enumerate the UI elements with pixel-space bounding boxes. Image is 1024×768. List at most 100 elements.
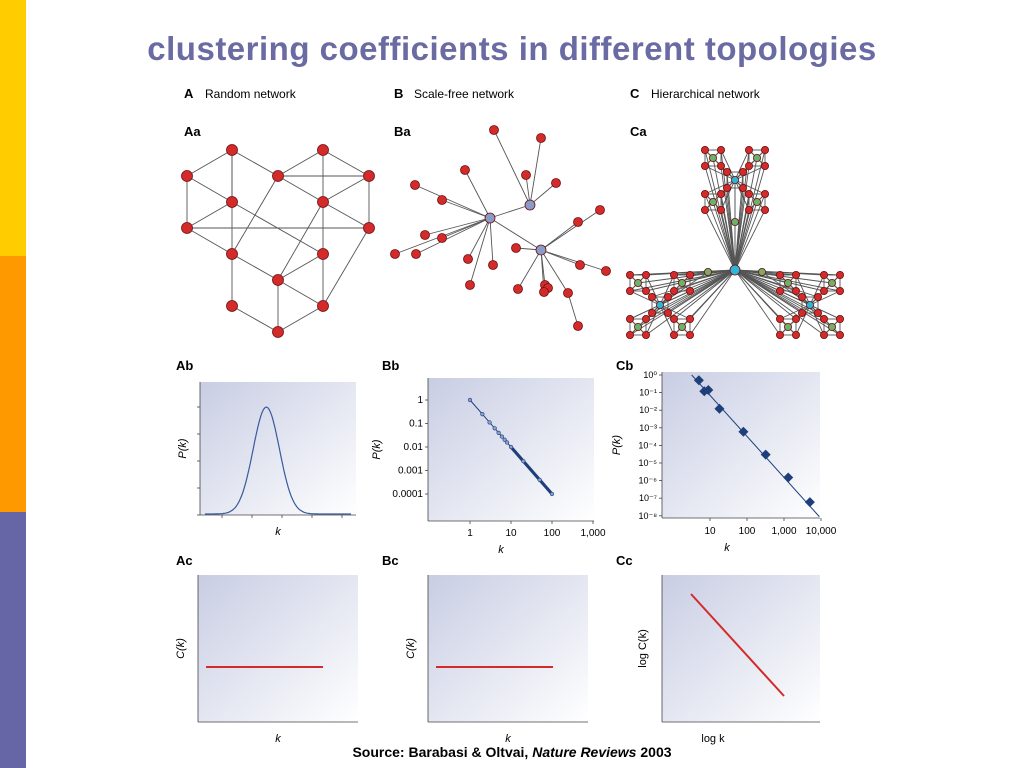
hier-edge: [720, 193, 736, 271]
Ac-xlabel: k: [275, 733, 281, 745]
scalefree-node: [513, 284, 523, 294]
Bb-ytick-label: 0.01: [404, 442, 424, 453]
hier-edge: [795, 274, 811, 306]
hier-node: [701, 162, 710, 171]
scalefree-node: [420, 230, 430, 240]
scalefree-edge: [415, 217, 491, 255]
hier-edge: [629, 269, 736, 320]
hier-node: [761, 206, 770, 215]
Bb-point: [537, 477, 542, 482]
hier-node: [717, 162, 726, 171]
random-edge: [277, 253, 324, 281]
hier-node: [686, 270, 695, 279]
hier-node: [836, 270, 845, 279]
Bb-xtick-label: 1: [467, 528, 473, 539]
Bb-point: [492, 426, 497, 431]
Bb-ytick-label: 0.1: [409, 419, 423, 430]
random-node: [317, 144, 329, 156]
random-edge: [277, 279, 324, 307]
hier-node: [828, 278, 837, 287]
random-edge: [186, 175, 233, 203]
hier-node: [820, 286, 829, 295]
scalefree-edge: [414, 184, 491, 219]
random-edges: [186, 149, 370, 333]
label-Ab: Ab: [176, 358, 193, 373]
chart-Bc: k C(k): [405, 575, 588, 745]
scalefree-node: [539, 287, 549, 297]
scalefree-edge: [489, 204, 531, 219]
hier-node: [836, 286, 845, 295]
hier-node: [701, 190, 710, 199]
Cb-point: [703, 385, 714, 396]
hier-node: [784, 322, 793, 331]
hier-edge: [689, 269, 736, 336]
Bb-point: [521, 459, 526, 464]
hier-node: [820, 330, 829, 339]
Bb-ytick-label: 1: [417, 395, 423, 406]
random-node: [226, 196, 238, 208]
random-edge: [322, 227, 370, 307]
hier-node: [717, 146, 726, 155]
hier-edge: [629, 269, 736, 336]
Ac-plot-area: [198, 575, 358, 722]
hier-edge: [667, 269, 736, 298]
hier-edge: [673, 269, 736, 292]
hier-node: [678, 322, 687, 331]
hier-node: [709, 198, 718, 207]
Cb-ytick-label: 10⁻⁸: [638, 511, 657, 521]
Bb-ylabel: P(k): [371, 439, 383, 460]
Bb-point: [502, 437, 507, 442]
random-edge: [186, 201, 233, 229]
random-edge: [231, 253, 279, 281]
header-A-letter: A: [184, 86, 194, 101]
chart-Bb: 1 10 100 1,000 1 0.1 0.01 0.001 0.0001 k P(k): [371, 378, 606, 556]
scale-free-network-graph: [390, 125, 611, 331]
hier-node: [701, 146, 710, 155]
scalefree-edge: [540, 249, 607, 272]
hier-node: [669, 314, 678, 323]
hier-node: [739, 184, 748, 193]
random-node: [181, 222, 193, 234]
hier-edge: [704, 193, 736, 271]
hier-edge: [734, 269, 825, 292]
Ab-plot-area: [200, 382, 356, 515]
label-Ba: Ba: [394, 124, 411, 139]
Bb-xtick-label: 10: [505, 528, 517, 539]
hier-node: [792, 286, 801, 295]
random-node: [363, 222, 375, 234]
hier-edge: [720, 165, 736, 271]
random-nodes: [181, 144, 375, 338]
hier-edge: [629, 290, 661, 306]
hier-node: [776, 286, 785, 295]
sidebar-stripe-orange: [0, 256, 26, 512]
Cb-fit-line: [691, 374, 820, 517]
random-node: [363, 170, 375, 182]
hier-node: [758, 267, 767, 276]
hier-node: [776, 314, 785, 323]
Bb-xtick-label: 100: [544, 528, 561, 539]
hier-node: [625, 286, 634, 295]
Bb-point: [480, 412, 485, 417]
scalefree-node: [463, 254, 473, 264]
hier-node: [739, 168, 748, 177]
sidebar-stripe-purple: [0, 512, 26, 768]
Cb-point: [714, 403, 725, 414]
random-node: [317, 248, 329, 260]
hier-nodes: [625, 146, 845, 339]
scalefree-node: [411, 249, 421, 259]
hier-node: [647, 308, 656, 317]
hier-node: [792, 330, 801, 339]
Cb-point: [804, 497, 815, 508]
Bb-point: [496, 430, 501, 435]
hier-edge: [720, 149, 736, 181]
hier-node: [745, 146, 754, 155]
hier-edge: [734, 269, 781, 336]
hier-node: [717, 206, 726, 215]
Bb-plot-area: [428, 378, 594, 521]
scalefree-edge: [529, 182, 557, 206]
hier-node: [663, 292, 672, 301]
hier-edge: [734, 269, 841, 336]
random-edge: [322, 149, 370, 177]
Cb-ytick-label: 10⁻¹: [639, 388, 657, 398]
hier-node: [678, 278, 687, 287]
